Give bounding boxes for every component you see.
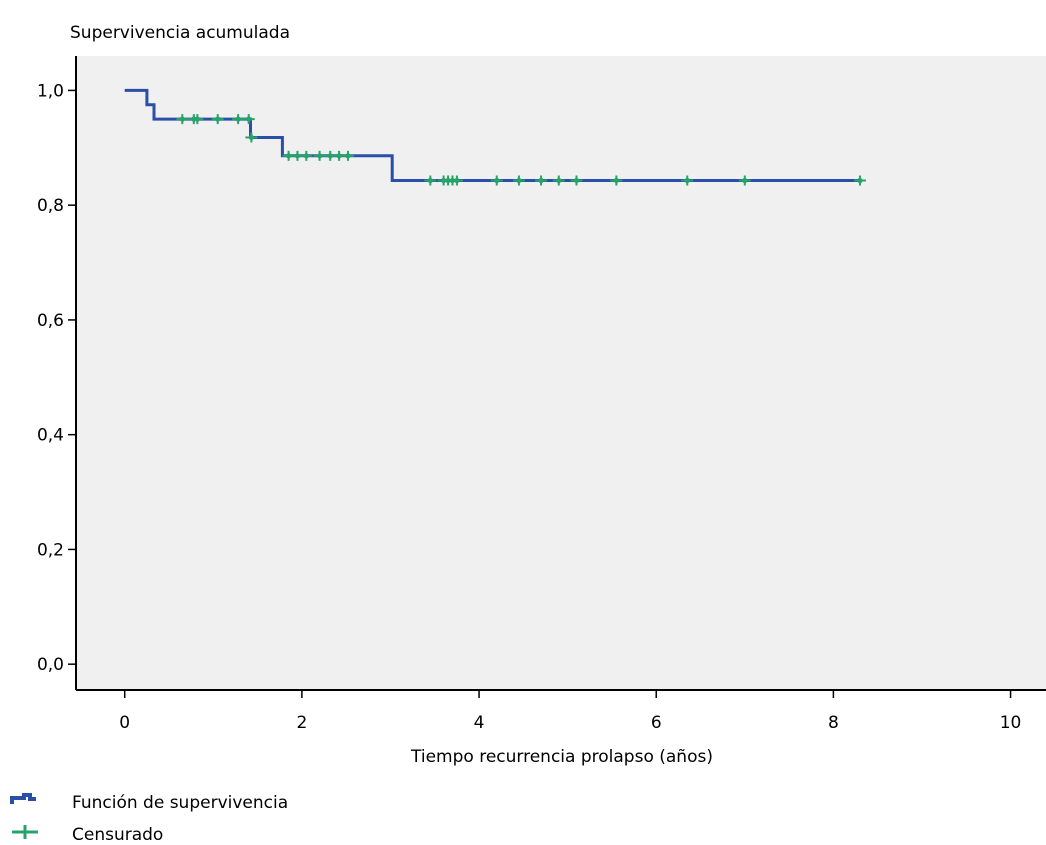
- censored-marker: [191, 114, 204, 125]
- censored-marker: [313, 150, 326, 161]
- censored-marker: [333, 150, 346, 161]
- censored-marker: [490, 175, 503, 186]
- censored-marker: [176, 114, 189, 125]
- legend-item-censored: Censurado: [12, 825, 163, 845]
- x-ticks: 0 2 4 6 8 10: [119, 690, 1021, 733]
- y-tick-label: 0,0: [37, 655, 64, 675]
- x-tick-label: 0: [119, 713, 130, 733]
- censored-marker: [211, 114, 224, 125]
- censored-marker: [242, 114, 255, 125]
- survival-step-line: [124, 88, 860, 182]
- x-tick-label: 2: [296, 713, 307, 733]
- x-axis-label: Tiempo recurrencia prolapso (años): [410, 747, 713, 767]
- censored-marker: [535, 175, 548, 186]
- legend-item-survival: Función de supervivencia: [10, 793, 288, 813]
- y-axis-label: Supervivencia acumulada: [70, 23, 290, 43]
- censored-marker: [300, 150, 313, 161]
- censored-marker: [512, 175, 525, 186]
- series-layer: [124, 88, 860, 182]
- x-tick-label: 6: [651, 713, 662, 733]
- censored-marker: [424, 175, 437, 186]
- y-tick-label: 0,8: [37, 196, 64, 216]
- censored-marker: [232, 114, 245, 125]
- legend-label-survival: Función de supervivencia: [72, 793, 288, 813]
- censored-marker: [552, 175, 565, 186]
- plot-area: [76, 56, 1046, 690]
- censored-marker: [738, 175, 751, 186]
- censored-marker: [610, 175, 623, 186]
- legend-label-censored: Censurado: [72, 825, 163, 845]
- censored-marker: [341, 150, 354, 161]
- censored-marker: [681, 175, 694, 186]
- censored-marker: [853, 175, 866, 186]
- censored-marker: [570, 175, 583, 186]
- step-line-icon: [10, 793, 36, 804]
- x-tick-label: 8: [828, 713, 839, 733]
- y-tick-label: 1,0: [37, 81, 64, 101]
- y-tick-label: 0,4: [37, 426, 64, 446]
- legend: Función de supervivencia Censurado: [10, 793, 288, 845]
- x-tick-label: 4: [474, 713, 485, 733]
- censor-layer: [176, 114, 866, 186]
- censored-marker: [450, 175, 463, 186]
- x-tick-label: 10: [1000, 713, 1022, 733]
- censored-marker: [245, 132, 258, 143]
- y-tick-label: 0,6: [37, 311, 64, 331]
- plus-marker-icon: [12, 825, 38, 839]
- y-tick-label: 0,2: [37, 540, 64, 560]
- y-ticks: 0,0 0,2 0,4 0,6 0,8 1,0: [37, 81, 76, 675]
